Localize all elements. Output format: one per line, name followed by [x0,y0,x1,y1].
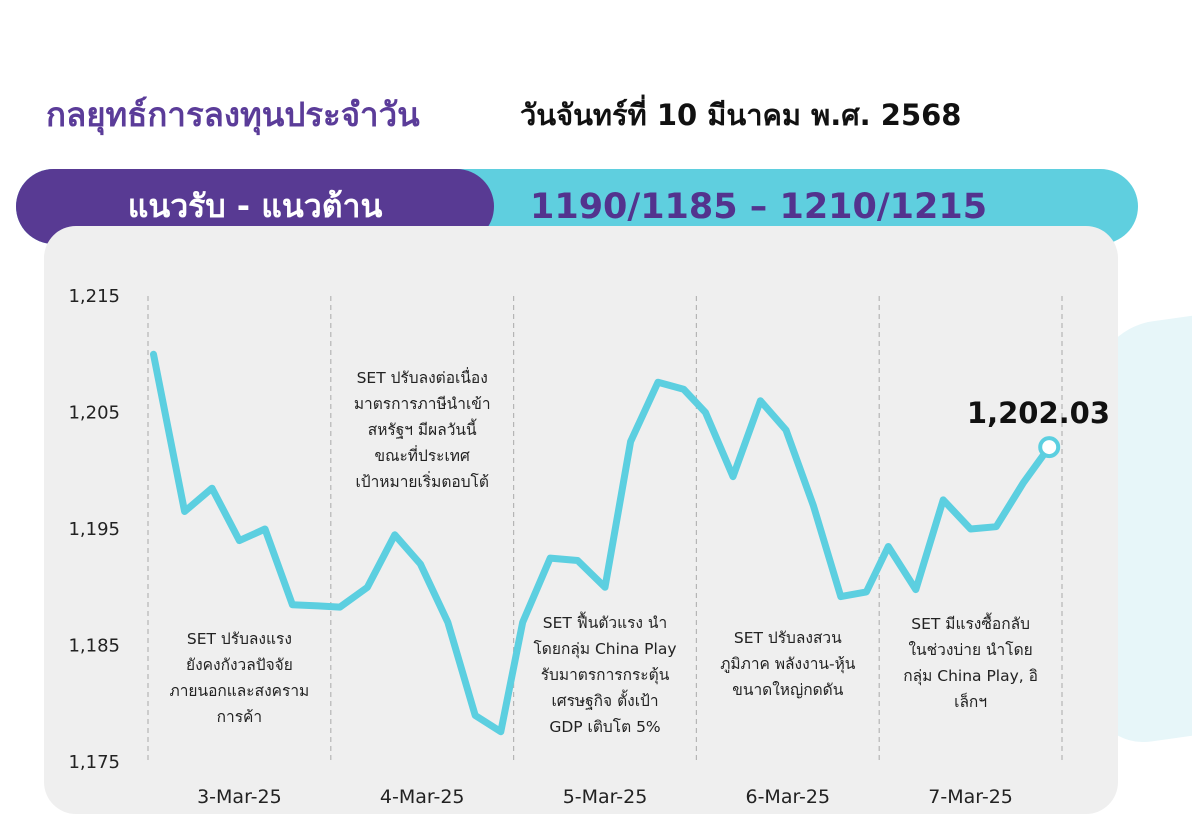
y-tick-label: 1,215 [68,286,120,307]
annotation-line: เล็กฯ [954,692,987,711]
annotation-line: การค้า [217,708,263,726]
annotation-line: รับมาตรการกระตุ้น [541,666,670,685]
x-tick-label: 3-Mar-25 [197,786,282,808]
annotation-line: ภูมิภาค พลังงาน-หุ้น [720,655,856,674]
x-tick-label: 4-Mar-25 [380,786,465,808]
x-tick-label: 5-Mar-25 [563,786,648,808]
y-tick-label: 1,195 [68,519,120,540]
x-axis: 3-Mar-25 4-Mar-25 5-Mar-25 6-Mar-25 7-Mar-25 [197,786,1013,808]
annotation-line: GDP เติบโต 5% [549,718,660,736]
last-point-marker [1038,436,1061,459]
plot-area: 1,202.03 [150,350,1110,736]
annotation-line: SET มีแรงซื้อกลับ [911,612,1030,633]
y-tick-label: 1,205 [68,403,120,424]
x-tick-label: 7-Mar-25 [928,786,1013,808]
y-axis: 1,215 1,205 1,195 1,185 1,175 [68,286,120,773]
annotations: SET ปรับลงแรงยังคงกังวลปัจจัยภายนอกและสง… [170,367,1038,736]
annotation-line: SET ฟื้นตัวแรง นำ [543,611,667,632]
annotation-line: เป้าหมายเริ่มตอบโต้ [355,471,489,491]
annotation-line: กลุ่ม China Play, อิ [903,667,1038,686]
annotation-line: โดยกลุ่ม China Play [533,640,676,659]
annotation-line: สหรัฐฯ มีผลวันนี้ [368,418,477,439]
x-tick-label: 6-Mar-25 [745,786,830,808]
annotation-line: ยังคงกังวลปัจจัย [186,656,293,674]
annotation-line: ขนาดใหญ่กดดัน [732,681,843,699]
page-title: กลยุทธ์การลงทุนประจำวัน [46,95,420,134]
annotation-line: มาตรการภาษีนำเข้า [354,395,491,413]
annotation-line: ภายนอกและสงคราม [170,682,310,700]
levels-value: 1190/1185 – 1210/1215 [530,186,988,227]
annotation-line: SET ปรับลงแรง [187,630,292,648]
y-tick-label: 1,185 [68,636,120,657]
y-tick-label: 1,175 [68,752,120,773]
annotation-line: SET ปรับลงต่อเนื่อง [357,367,488,387]
series-line [150,350,1053,736]
levels-value-area: 1190/1185 – 1210/1215 [530,169,987,244]
levels-label: แนวรับ - แนวต้าน [127,187,383,225]
annotation-line: เศรษฐกิจ ตั้งเป้า [551,689,658,710]
page-date: วันจันทร์ที่ 10 มีนาคม พ.ศ. 2568 [520,98,962,132]
annotation-line: SET ปรับลงสวน [734,629,842,647]
last-value-label: 1,202.03 [967,396,1110,430]
annotation-line: ในช่วงบ่าย นำโดย [908,641,1032,659]
annotation-line: ขณะที่ประเทศ [375,445,471,465]
